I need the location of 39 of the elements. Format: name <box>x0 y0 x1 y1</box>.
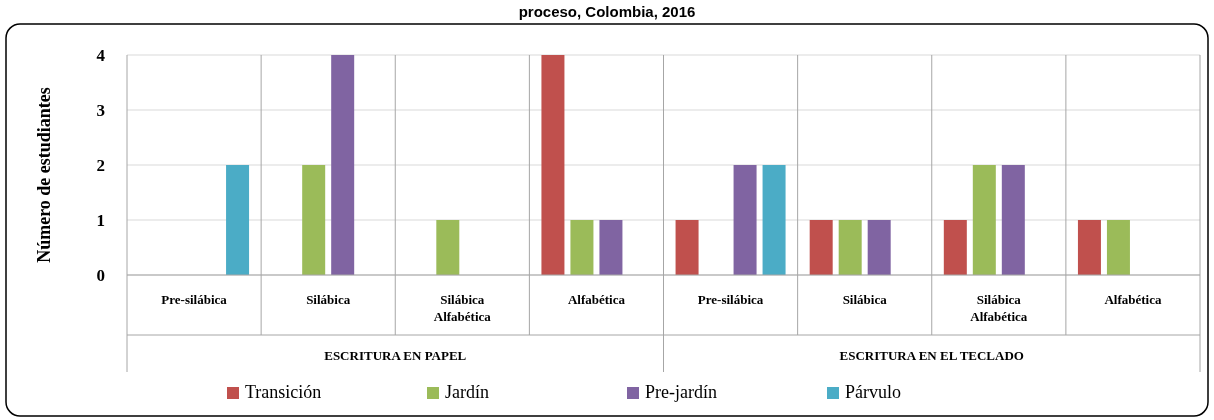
legend-label: Pre-jardín <box>645 382 717 402</box>
bar <box>599 220 623 275</box>
text: ESCRITURA EN EL TECLADO <box>839 348 1024 363</box>
y-tick-label: 3 <box>96 100 105 120</box>
bar <box>331 55 355 275</box>
bar <box>541 55 565 275</box>
x-tick-label: Silábica Alfabética <box>433 292 492 324</box>
bar <box>867 220 891 275</box>
y-axis-title: Número de estudiantes <box>34 87 54 263</box>
x-tick-label: Alfabética <box>567 292 626 307</box>
bar <box>570 220 594 275</box>
bar <box>733 165 757 275</box>
bar <box>302 165 326 275</box>
y-tick-label: 4 <box>96 45 106 65</box>
y-tick-label: 2 <box>96 155 105 175</box>
bar <box>1077 220 1101 275</box>
bar <box>226 165 250 275</box>
legend-label: Párvulo <box>845 382 901 402</box>
bar <box>1106 220 1130 275</box>
x-tick-label: Pre-silábica <box>697 292 764 307</box>
x-tick-label: Silábica <box>842 292 888 307</box>
bar <box>809 220 833 275</box>
x-tick-label: Alfabética <box>1104 292 1162 307</box>
bar <box>762 165 786 275</box>
bar <box>838 220 862 275</box>
bar <box>972 165 996 275</box>
x-tick-label: Silábica Alfabética <box>970 292 1028 324</box>
bar <box>1001 165 1025 275</box>
bar <box>675 220 699 275</box>
y-tick-label: 0 <box>96 265 105 285</box>
bar <box>943 220 967 275</box>
chart-title: proceso, Colombia, 2016 <box>518 3 696 20</box>
x-tick-label: Silábica <box>306 292 351 307</box>
text: ESCRITURA EN PAPEL <box>324 348 467 363</box>
bar <box>436 220 460 275</box>
y-tick-label: 1 <box>96 210 105 230</box>
x-tick-label: Pre-silábica <box>161 292 228 307</box>
legend-label: Transición <box>245 382 322 402</box>
legend-label: Jardín <box>445 382 489 402</box>
